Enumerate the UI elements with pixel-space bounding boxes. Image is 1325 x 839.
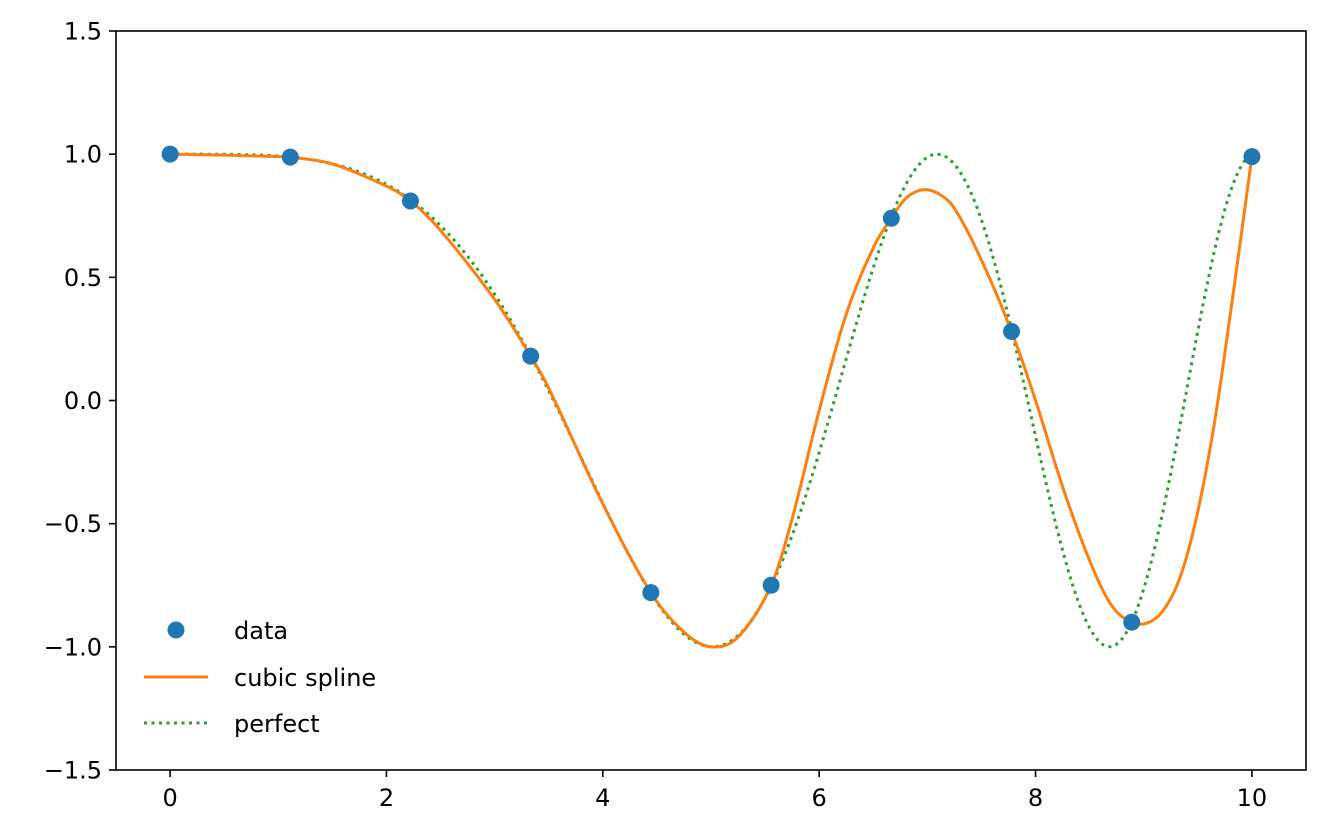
legend-label: cubic spline xyxy=(234,664,376,692)
x-tick-label: 8 xyxy=(1028,784,1043,812)
series-perfect-line xyxy=(170,152,1253,649)
data-point xyxy=(762,576,780,594)
data-point xyxy=(1123,613,1141,631)
data-point xyxy=(161,145,179,163)
x-tick-label: 4 xyxy=(595,784,610,812)
data-point xyxy=(882,209,900,227)
y-tick-label: 0.5 xyxy=(64,264,102,292)
series-cubic-spline-line xyxy=(170,152,1254,649)
y-tick-label: −1.5 xyxy=(44,757,102,785)
plot-area xyxy=(161,145,1261,649)
data-point xyxy=(281,148,299,166)
y-tick-label: 1.0 xyxy=(64,141,102,169)
y-tick-label: −0.5 xyxy=(44,510,102,538)
axes-frame xyxy=(115,30,1307,771)
x-tick-label: 10 xyxy=(1237,784,1268,812)
ticks: 0 2 4 6 8 10 −1.5 −1.0 −0.5 0.0 0.5 1.0 1.5 xyxy=(44,18,1267,813)
x-tick-label: 0 xyxy=(162,784,177,812)
y-tick-label: −1.0 xyxy=(44,633,102,661)
x-tick-label: 2 xyxy=(379,784,394,812)
legend-label: data xyxy=(234,617,288,645)
data-point xyxy=(401,192,419,210)
data-point xyxy=(1243,148,1261,166)
y-tick-label: 1.5 xyxy=(64,18,102,46)
legend-swatch xyxy=(167,621,185,639)
data-point xyxy=(522,347,540,365)
data-point xyxy=(642,584,660,602)
x-tick-label: 6 xyxy=(812,784,827,812)
data-point xyxy=(1003,323,1021,341)
legend-label: perfect xyxy=(234,710,320,738)
legend: data cubic spline perfect xyxy=(144,617,376,738)
y-tick-label: 0.0 xyxy=(64,387,102,415)
